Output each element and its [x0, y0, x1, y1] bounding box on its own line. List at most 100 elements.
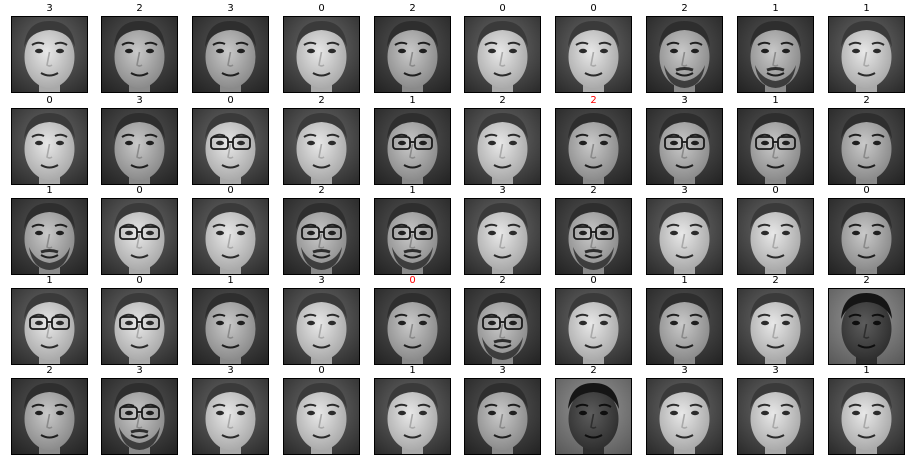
- face-photo: [465, 379, 540, 454]
- face-cell: 1: [374, 182, 451, 275]
- face-cell: 0: [192, 182, 269, 275]
- face-photo: [12, 289, 87, 364]
- face-photo: [738, 17, 813, 92]
- prediction-label: 2: [318, 185, 325, 196]
- prediction-label: 3: [681, 185, 688, 196]
- face-image: [192, 108, 269, 185]
- face-cell: 2: [11, 362, 88, 455]
- face-photo: [647, 109, 722, 184]
- prediction-label: 2: [499, 95, 506, 106]
- face-cell: 0: [828, 182, 905, 275]
- face-photo: [556, 17, 631, 92]
- prediction-label: 2: [46, 365, 53, 376]
- face-cell: 2: [464, 92, 541, 185]
- face-image: [828, 108, 905, 185]
- prediction-label: 1: [409, 365, 416, 376]
- face-image: [374, 378, 451, 455]
- face-image: [283, 16, 360, 93]
- face-image: [374, 288, 451, 365]
- face-cell: 0: [101, 182, 178, 275]
- prediction-label: 0: [136, 185, 143, 196]
- face-cell: 2: [555, 92, 632, 185]
- face-image: [737, 198, 814, 275]
- face-photo: [284, 379, 359, 454]
- prediction-label: 0: [46, 95, 53, 106]
- face-image: [737, 16, 814, 93]
- face-photo: [102, 289, 177, 364]
- face-image: [283, 198, 360, 275]
- face-photo: [829, 199, 904, 274]
- face-photo: [465, 199, 540, 274]
- prediction-label: 2: [772, 275, 779, 286]
- prediction-label: 0: [499, 3, 506, 14]
- face-image: [555, 198, 632, 275]
- face-photo: [465, 17, 540, 92]
- face-photo: [829, 289, 904, 364]
- prediction-label: 0: [318, 365, 325, 376]
- face-image: [828, 288, 905, 365]
- face-cell: 3: [192, 0, 269, 93]
- face-image: [464, 288, 541, 365]
- prediction-label: 2: [409, 3, 416, 14]
- face-cell: 0: [283, 362, 360, 455]
- prediction-label: 3: [681, 95, 688, 106]
- prediction-label: 0: [863, 185, 870, 196]
- face-cell: 3: [464, 182, 541, 275]
- face-image: [828, 16, 905, 93]
- face-photo: [647, 289, 722, 364]
- face-cell: 3: [464, 362, 541, 455]
- prediction-label: 3: [136, 365, 143, 376]
- prediction-label: 1: [681, 275, 688, 286]
- face-image: [101, 16, 178, 93]
- prediction-label: 0: [227, 95, 234, 106]
- face-image: [464, 198, 541, 275]
- face-image: [646, 16, 723, 93]
- face-cell: 1: [192, 272, 269, 365]
- face-cell: 1: [828, 362, 905, 455]
- face-cell: 3: [283, 272, 360, 365]
- face-cell: 2: [283, 182, 360, 275]
- face-cell: 2: [828, 272, 905, 365]
- face-image: [737, 108, 814, 185]
- face-photo: [193, 17, 268, 92]
- prediction-label: 1: [46, 185, 53, 196]
- face-photo: [102, 109, 177, 184]
- face-cell: 0: [555, 272, 632, 365]
- face-photo: [375, 379, 450, 454]
- face-cell: 3: [101, 92, 178, 185]
- prediction-label: 0: [136, 275, 143, 286]
- face-image: [555, 288, 632, 365]
- prediction-label: 1: [409, 185, 416, 196]
- face-image: [646, 288, 723, 365]
- face-image: [283, 378, 360, 455]
- face-photo: [284, 199, 359, 274]
- face-image: [374, 16, 451, 93]
- face-photo: [284, 109, 359, 184]
- prediction-label: 1: [863, 3, 870, 14]
- prediction-label: 3: [46, 3, 53, 14]
- prediction-label: 3: [499, 185, 506, 196]
- face-image: [464, 378, 541, 455]
- prediction-label: 2: [590, 185, 597, 196]
- face-cell: 0: [737, 182, 814, 275]
- face-image: [646, 378, 723, 455]
- face-photo: [375, 17, 450, 92]
- prediction-label: 3: [499, 365, 506, 376]
- face-image: [828, 378, 905, 455]
- face-cell: 3: [101, 362, 178, 455]
- face-cell: 2: [646, 0, 723, 93]
- face-cell: 3: [11, 0, 88, 93]
- face-photo: [556, 379, 631, 454]
- face-cell: 2: [374, 0, 451, 93]
- prediction-label: 2: [590, 365, 597, 376]
- face-cell: 0: [101, 272, 178, 365]
- face-image: [555, 108, 632, 185]
- face-cell: 1: [374, 92, 451, 185]
- prediction-label: 3: [681, 365, 688, 376]
- face-photo: [375, 109, 450, 184]
- face-cell: 2: [101, 0, 178, 93]
- face-cell: 2: [283, 92, 360, 185]
- face-cell: 1: [374, 362, 451, 455]
- prediction-label: 1: [46, 275, 53, 286]
